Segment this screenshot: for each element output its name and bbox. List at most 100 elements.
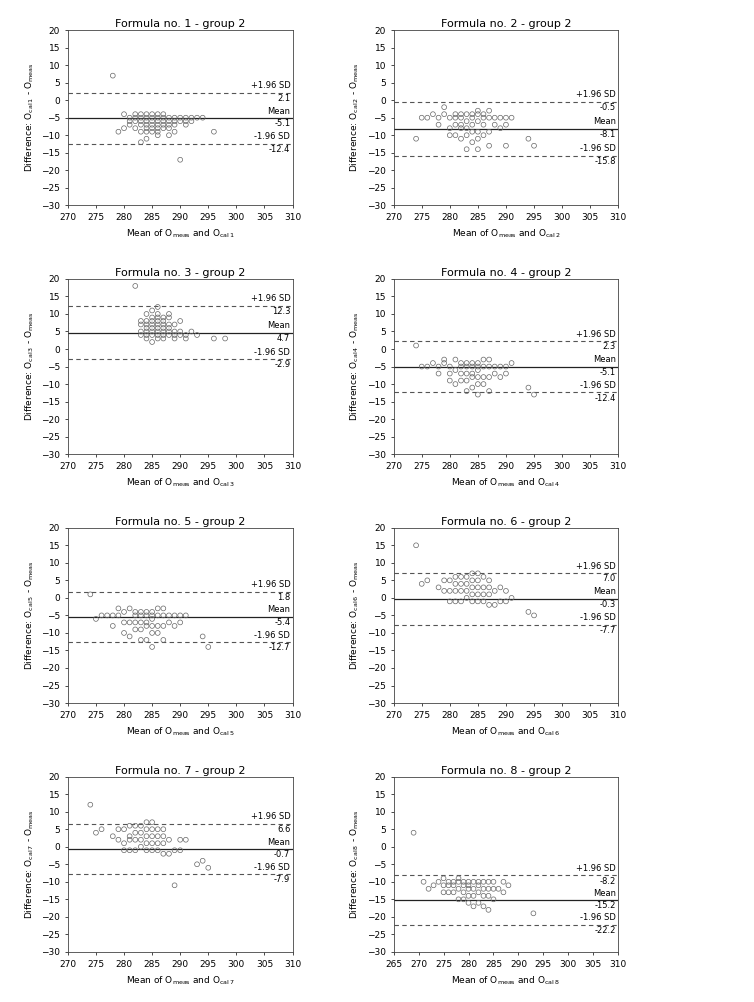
- Text: -12.4: -12.4: [269, 144, 290, 153]
- Text: Mean: Mean: [593, 889, 616, 898]
- Point: [483, 383, 495, 399]
- Point: [477, 899, 489, 915]
- Point: [421, 109, 434, 125]
- Point: [169, 878, 181, 894]
- Point: [129, 825, 141, 841]
- Point: [427, 355, 439, 371]
- Point: [146, 639, 158, 655]
- Point: [158, 109, 170, 125]
- Point: [135, 621, 147, 637]
- Point: [458, 885, 470, 901]
- Point: [500, 593, 512, 609]
- Point: [433, 366, 445, 382]
- Point: [158, 618, 170, 634]
- Point: [438, 355, 450, 371]
- Point: [140, 829, 152, 845]
- Point: [135, 825, 147, 841]
- Point: [169, 607, 181, 623]
- Point: [174, 109, 186, 125]
- Point: [433, 359, 445, 375]
- Point: [458, 892, 470, 908]
- Point: [433, 874, 445, 890]
- Text: Mean: Mean: [267, 838, 290, 847]
- Point: [443, 885, 455, 901]
- Point: [158, 120, 170, 136]
- X-axis label: Mean of O$_{\rm meas}$ and O$_{\rm cal\,1}$: Mean of O$_{\rm meas}$ and O$_{\rm cal\,…: [126, 227, 234, 240]
- Point: [466, 355, 478, 371]
- Point: [466, 366, 478, 382]
- Point: [208, 123, 220, 139]
- Point: [462, 881, 474, 897]
- Title: Formula no. 7 - group 2: Formula no. 7 - group 2: [115, 766, 246, 776]
- Point: [146, 843, 158, 859]
- Y-axis label: Difference: O$_{\rm cal\,6}$ - O$_{\rm meas}$: Difference: O$_{\rm cal\,6}$ - O$_{\rm m…: [349, 561, 361, 670]
- Point: [472, 362, 484, 378]
- Point: [495, 109, 507, 125]
- Text: 2.1: 2.1: [277, 94, 290, 103]
- Text: -15.2: -15.2: [595, 901, 616, 910]
- Point: [135, 327, 147, 343]
- Text: -0.7: -0.7: [274, 851, 290, 860]
- Point: [449, 569, 461, 585]
- Text: -5.1: -5.1: [274, 119, 290, 128]
- Point: [118, 120, 130, 136]
- Point: [466, 593, 478, 609]
- Point: [449, 576, 461, 592]
- Point: [118, 822, 130, 838]
- Point: [140, 106, 152, 122]
- Point: [96, 822, 108, 838]
- Point: [169, 317, 181, 333]
- Point: [158, 320, 170, 336]
- Point: [118, 843, 130, 859]
- Point: [146, 106, 158, 122]
- Point: [124, 113, 136, 129]
- Point: [140, 327, 152, 343]
- Point: [455, 366, 467, 382]
- Point: [191, 109, 203, 125]
- Point: [146, 334, 158, 350]
- Point: [140, 331, 152, 347]
- Point: [523, 380, 535, 396]
- Point: [135, 818, 147, 834]
- Point: [455, 373, 467, 389]
- Point: [140, 123, 152, 139]
- Point: [96, 607, 108, 623]
- X-axis label: Mean of O$_{\rm meas}$ and O$_{\rm cal\,5}$: Mean of O$_{\rm meas}$ and O$_{\rm cal\,…: [126, 725, 234, 737]
- Point: [140, 604, 152, 620]
- Point: [152, 306, 164, 322]
- Point: [179, 607, 192, 623]
- Point: [179, 109, 192, 125]
- Point: [489, 583, 501, 599]
- Point: [467, 881, 480, 897]
- Point: [477, 569, 489, 585]
- Point: [158, 846, 170, 862]
- Point: [452, 881, 464, 897]
- Point: [495, 579, 507, 595]
- Point: [455, 583, 467, 599]
- Point: [152, 109, 164, 125]
- Point: [437, 871, 449, 887]
- Point: [146, 109, 158, 125]
- Point: [500, 583, 512, 599]
- Point: [495, 359, 507, 375]
- Point: [461, 373, 473, 389]
- Point: [455, 109, 467, 125]
- Point: [455, 355, 467, 371]
- Point: [163, 607, 175, 623]
- Point: [455, 576, 467, 592]
- Point: [495, 120, 507, 136]
- Point: [483, 369, 495, 385]
- Title: Formula no. 4 - group 2: Formula no. 4 - group 2: [440, 269, 572, 279]
- Point: [107, 829, 119, 845]
- Text: Mean: Mean: [593, 356, 616, 365]
- Text: -1.96 SD: -1.96 SD: [254, 863, 290, 872]
- Point: [152, 327, 164, 343]
- Point: [473, 878, 485, 894]
- Point: [152, 607, 164, 623]
- Point: [146, 303, 158, 319]
- Point: [461, 141, 473, 157]
- Point: [472, 369, 484, 385]
- Point: [492, 881, 504, 897]
- Point: [174, 324, 186, 340]
- Point: [163, 306, 175, 322]
